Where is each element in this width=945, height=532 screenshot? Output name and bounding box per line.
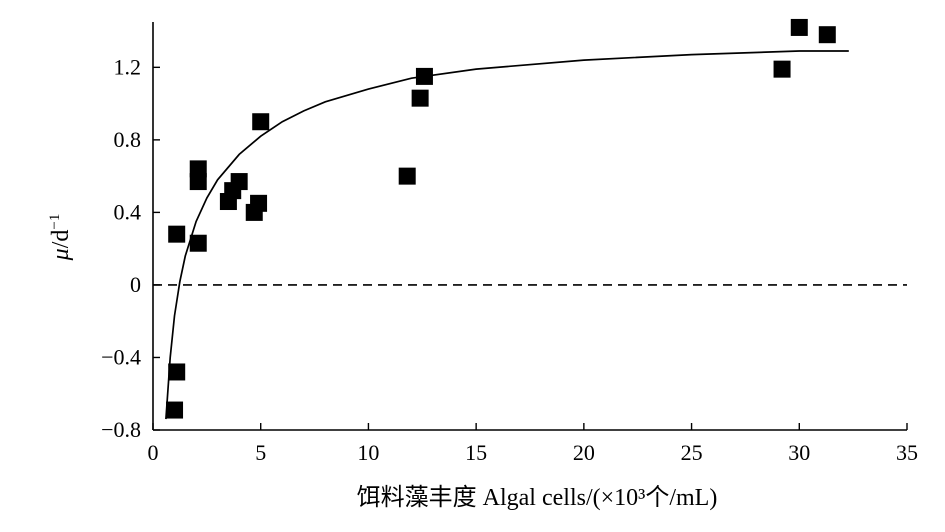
data-points	[166, 18, 836, 419]
y-axis-title: μ/d−1	[47, 214, 74, 262]
data-point	[398, 167, 416, 185]
data-point	[790, 18, 808, 36]
x-tick-label: 20	[573, 440, 595, 465]
x-axis-title: 饵料藻丰度 Algal cells/(×10³个/mL)	[357, 484, 718, 511]
y-tick-label: 0.4	[114, 199, 142, 224]
data-point	[168, 363, 186, 381]
axes	[152, 22, 908, 431]
y-axis-unit: /d	[48, 230, 74, 249]
y-tick-label: 0	[130, 272, 141, 297]
y-tick-label: −0.8	[101, 417, 141, 442]
y-tick-label: 1.2	[114, 54, 142, 79]
data-point	[166, 401, 184, 419]
fit-curve-layer	[165, 50, 849, 420]
y-tick-label: −0.4	[101, 344, 141, 369]
data-point	[250, 194, 268, 212]
data-point	[189, 160, 207, 178]
tick-labels: 0 5 10 15 20 25 30 35 −0.8 −0.4 0 0.4 0.8 1.2	[101, 54, 918, 465]
data-point	[773, 60, 791, 78]
x-tick-label: 0	[148, 440, 159, 465]
x-tick-label: 35	[896, 440, 918, 465]
y-axis-exponent: −1	[47, 214, 63, 230]
y-axis-symbol: μ	[48, 248, 74, 261]
data-point	[168, 225, 186, 243]
x-tick-label: 10	[357, 440, 379, 465]
data-point	[189, 234, 207, 252]
data-point	[415, 67, 433, 85]
x-tick-label: 15	[465, 440, 487, 465]
data-point	[230, 173, 248, 191]
x-tick-label: 25	[681, 440, 703, 465]
x-tick-label: 30	[788, 440, 810, 465]
data-point	[411, 89, 429, 107]
y-tick-label: 0.8	[114, 127, 142, 152]
x-tick-label: 5	[255, 440, 266, 465]
fit-curve	[165, 50, 849, 420]
data-point	[252, 113, 270, 131]
data-point	[818, 26, 836, 44]
